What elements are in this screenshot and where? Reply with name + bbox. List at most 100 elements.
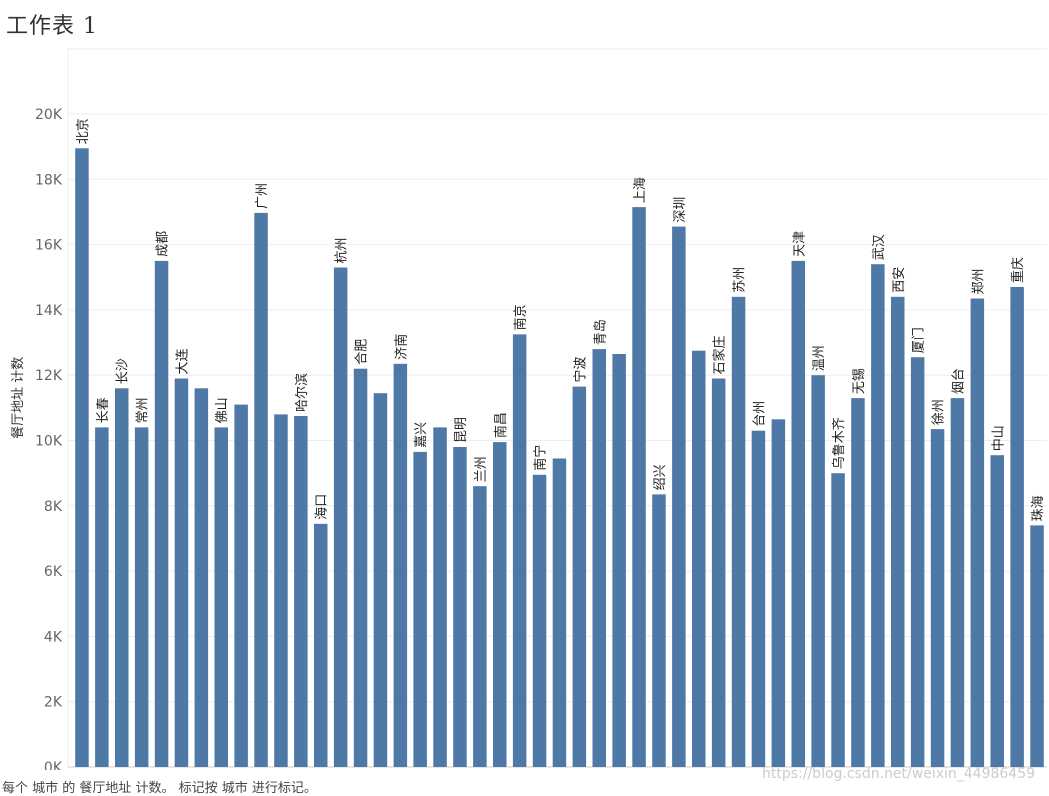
bar (552, 458, 567, 767)
bar-label: 温州 (812, 345, 827, 371)
bar-label: 南昌 (493, 412, 509, 438)
bar-label: 武汉 (872, 234, 887, 260)
bar-label: 厦门 (912, 327, 927, 353)
bar (771, 419, 786, 767)
bar (612, 354, 626, 767)
bar (791, 260, 805, 767)
bar (453, 447, 467, 767)
bar (333, 267, 348, 767)
bar (871, 264, 885, 767)
bar (373, 393, 388, 767)
bar-label: 大连 (174, 348, 190, 374)
bar (413, 451, 427, 767)
y-tick-label: 16K (35, 238, 63, 254)
sheet-title: 工作表 1 (6, 14, 98, 39)
bar (672, 226, 686, 768)
bar-label: 烟台 (952, 368, 967, 394)
y-tick-label: 12K (35, 368, 63, 384)
y-tick-label: 18K (35, 172, 63, 188)
bar (970, 298, 985, 767)
bar-label: 海口 (315, 494, 330, 520)
bar-label: 珠海 (1031, 495, 1046, 521)
bar (174, 378, 189, 767)
bar-label: 昆明 (454, 417, 469, 443)
bar-label: 无锡 (852, 368, 867, 394)
bar-label: 南宁 (533, 445, 549, 471)
bar-label: 西安 (892, 267, 907, 293)
bar (254, 212, 268, 767)
watermark: https://blog.csdn.net/weixin_44986459 (762, 766, 1036, 782)
bar (95, 427, 109, 767)
y-tick-label: 14K (35, 303, 63, 319)
bar-label: 合肥 (355, 339, 370, 365)
bar-label: 济南 (393, 334, 409, 360)
bar-label: 重庆 (1010, 257, 1026, 283)
bar (990, 455, 1004, 767)
bar (652, 494, 666, 767)
bar-label: 南京 (513, 304, 529, 330)
bar (473, 486, 487, 767)
bar (1010, 287, 1024, 767)
bar (592, 349, 606, 767)
bar-label: 天津 (792, 231, 807, 257)
bar-label: 成都 (156, 231, 171, 257)
bar (134, 427, 149, 767)
bar (632, 207, 646, 768)
bar (393, 363, 408, 767)
bar-label: 徐州 (932, 399, 947, 425)
bar (75, 148, 89, 768)
bar (353, 368, 368, 767)
bar (194, 388, 209, 767)
bar (930, 429, 945, 767)
bar-label: 宁波 (572, 357, 588, 383)
bar-label: 常州 (136, 397, 151, 423)
bar-label: 郑州 (971, 268, 986, 294)
y-tick-label: 8K (44, 499, 63, 515)
bar-label: 石家庄 (712, 335, 728, 374)
bar (891, 296, 905, 767)
bar-label: 绍兴 (653, 464, 668, 490)
bar (751, 430, 766, 767)
bar (154, 260, 169, 767)
bar-label: 广州 (255, 183, 270, 209)
bar (731, 296, 746, 767)
bar-label: 长春 (96, 397, 111, 423)
y-tick-label: 4K (44, 629, 63, 645)
bar-label: 苏州 (732, 267, 748, 293)
bar (831, 473, 845, 767)
bar (572, 386, 587, 767)
bar (711, 378, 726, 767)
bar (274, 414, 288, 767)
bar-label: 嘉兴 (414, 422, 429, 448)
bar (811, 375, 825, 767)
caption: 每个 城市 的 餐厅地址 计数。 标记按 城市 进行标记。 (2, 781, 317, 796)
bar (433, 427, 447, 767)
bar-label: 上海 (633, 177, 648, 203)
bar (234, 404, 248, 767)
y-axis-label: 餐厅地址 计数 (10, 357, 26, 439)
bar (214, 427, 228, 767)
bar (493, 442, 507, 767)
bar (1030, 525, 1044, 767)
bar-label: 兰州 (474, 456, 489, 482)
bar (512, 334, 527, 767)
bar (950, 398, 965, 767)
bar (851, 398, 865, 767)
y-tick-label: 2K (44, 695, 63, 711)
bar (115, 388, 129, 767)
y-tick-label: 10K (35, 434, 63, 450)
bar-label: 哈尔滨 (294, 373, 310, 412)
bar (532, 474, 547, 767)
bar-label: 中山 (991, 425, 1006, 451)
bar-label: 佛山 (215, 397, 230, 423)
bar-label: 深圳 (673, 197, 688, 223)
bar (910, 357, 925, 767)
bar-label: 青岛 (592, 319, 608, 345)
bar (294, 416, 308, 767)
y-tick-label: 20K (35, 107, 63, 123)
bar (692, 350, 706, 767)
y-tick-label: 6K (44, 564, 63, 580)
y-tick-label: 0K (44, 760, 63, 770)
